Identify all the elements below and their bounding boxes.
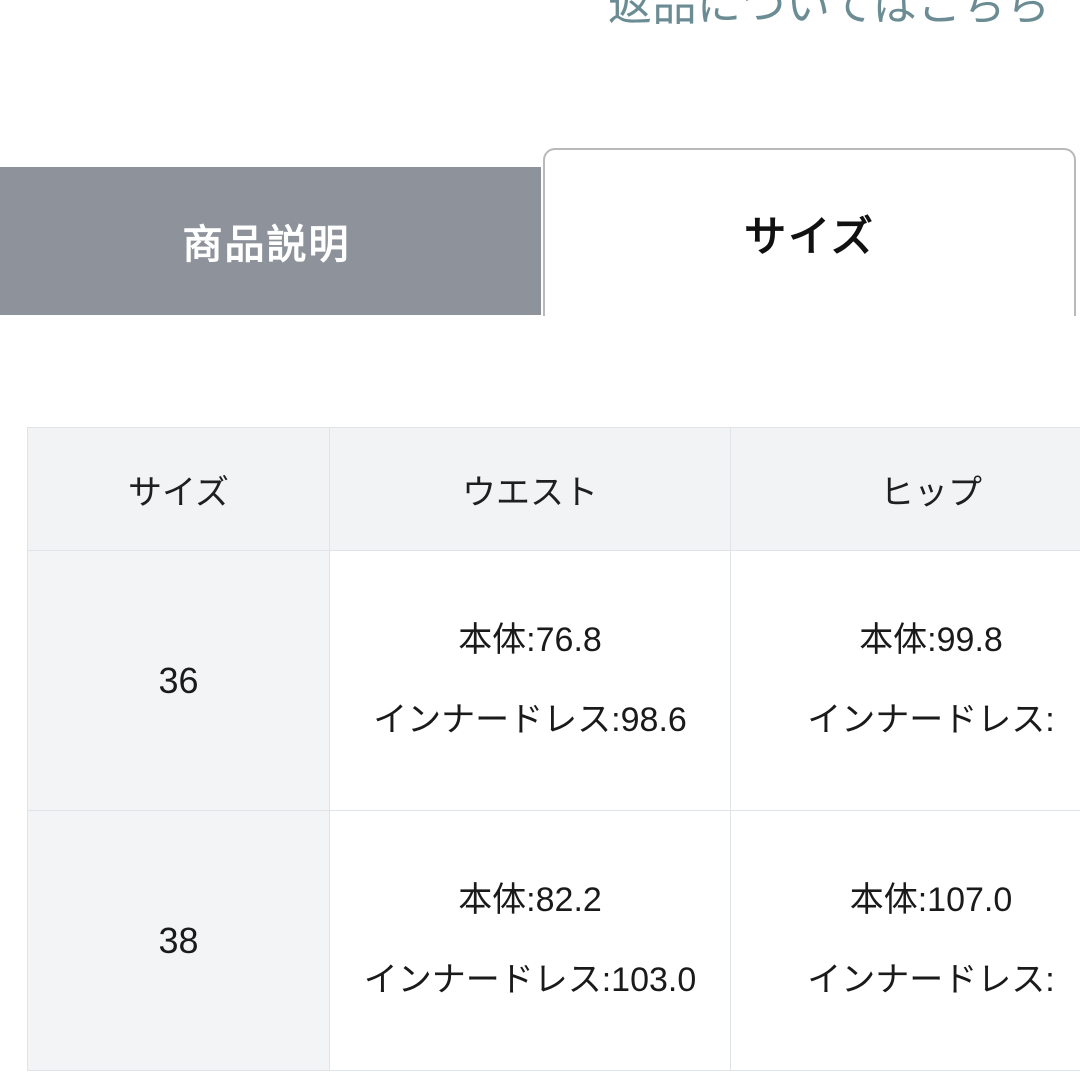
column-header-hip: ヒップ [730,427,1080,551]
waist-inner-value: インナードレス:98.6 [373,700,687,739]
cell-size: 36 [27,550,330,811]
hip-inner-value: インナードレス: [807,700,1055,739]
tab-product-description[interactable]: 商品説明 [0,167,541,315]
return-policy-link[interactable]: 返品についてはこちら [608,0,1080,34]
size-table-head: サイズ ウエスト ヒップ [27,427,1080,551]
column-header-size: サイズ [27,427,330,551]
cell-waist: 本体:82.2 インナードレス:103.0 [329,810,731,1071]
tab-product-description-label: 商品説明 [182,223,351,267]
size-table-body: 36 本体:76.8 インナードレス:98.6 本体:99.8 インナードレス:… [27,550,1080,1071]
waist-main-value: 本体:82.2 [458,880,602,919]
table-row: 38 本体:82.2 インナードレス:103.0 本体:107.0 インナードレ… [27,810,1080,1071]
column-header-waist: ウエスト [329,427,731,551]
return-policy-link-label: 返品についてはこちら [608,0,1051,30]
tab-bar: 商品説明 サイズ [0,148,1080,318]
hip-inner-value: インナードレス: [807,960,1055,999]
table-header-row: サイズ ウエスト ヒップ [27,427,1080,551]
size-table: サイズ ウエスト ヒップ 36 本体:76.8 インナードレス:98.6 本体:… [27,427,1080,1071]
cell-waist: 本体:76.8 インナードレス:98.6 [329,550,731,811]
tab-size[interactable]: サイズ [543,148,1076,316]
chevron-right-icon [1072,0,1080,29]
hip-main-value: 本体:107.0 [849,880,1013,919]
waist-main-value: 本体:76.8 [458,620,602,659]
cell-size: 38 [27,810,330,1071]
waist-inner-value: インナードレス:103.0 [363,960,697,999]
cell-hip: 本体:99.8 インナードレス: [730,550,1080,811]
cell-hip: 本体:107.0 インナードレス: [730,810,1080,1071]
table-row: 36 本体:76.8 インナードレス:98.6 本体:99.8 インナードレス: [27,550,1080,811]
size-table-container: サイズ ウエスト ヒップ 36 本体:76.8 インナードレス:98.6 本体:… [27,427,1080,1080]
hip-main-value: 本体:99.8 [859,620,1003,659]
tab-size-label: サイズ [744,212,875,260]
